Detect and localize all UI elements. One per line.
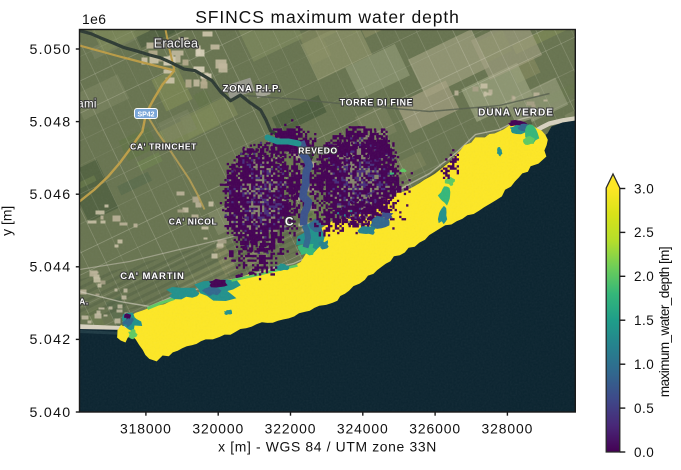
svg-text:CA' TRINCHET: CA' TRINCHET	[130, 142, 197, 152]
svg-text:5.048: 5.048	[29, 114, 71, 130]
svg-text:REVEDO: REVEDO	[298, 146, 338, 156]
svg-text:2.5: 2.5	[634, 225, 654, 240]
svg-text:0.0: 0.0	[634, 445, 654, 460]
svg-text:322000: 322000	[265, 421, 317, 437]
svg-text:5.044: 5.044	[29, 260, 71, 276]
svg-text:x [m] - WGS 84 / UTM zone 33N: x [m] - WGS 84 / UTM zone 33N	[218, 439, 437, 455]
svg-text:y [m]: y [m]	[0, 206, 15, 236]
svg-text:1.5: 1.5	[634, 313, 654, 328]
svg-text:324000: 324000	[337, 421, 389, 437]
svg-text:328000: 328000	[482, 421, 534, 437]
svg-text:CA' NICOL: CA' NICOL	[169, 217, 218, 227]
svg-text:C: C	[285, 215, 294, 229]
svg-text:CA' MARTIN: CA' MARTIN	[120, 271, 185, 282]
svg-text:ZONA P.I.P.: ZONA P.I.P.	[223, 84, 282, 95]
svg-text:1.0: 1.0	[634, 357, 654, 372]
svg-text:SFINCS maximum water depth: SFINCS maximum water depth	[195, 7, 460, 27]
svg-text:TORRE DI FINE: TORRE DI FINE	[340, 98, 413, 108]
svg-text:maximum_water_depth [m]: maximum_water_depth [m]	[657, 247, 672, 397]
svg-text:3.0: 3.0	[634, 181, 654, 196]
svg-text:5.042: 5.042	[29, 332, 71, 348]
svg-text:ami: ami	[77, 99, 96, 111]
svg-text:320000: 320000	[192, 421, 244, 437]
svg-text:SP42: SP42	[137, 112, 154, 119]
svg-text:5.046: 5.046	[29, 187, 71, 203]
svg-text:Eraclea: Eraclea	[154, 37, 198, 51]
svg-text:0.5: 0.5	[634, 401, 654, 416]
svg-text:A.: A.	[79, 297, 89, 307]
svg-text:326000: 326000	[409, 421, 461, 437]
svg-text:5.050: 5.050	[29, 42, 71, 58]
svg-text:2.0: 2.0	[634, 269, 654, 284]
svg-text:318000: 318000	[120, 421, 172, 437]
svg-text:DUNA VERDE: DUNA VERDE	[478, 108, 554, 119]
svg-text:5.040: 5.040	[29, 405, 71, 421]
svg-text:1e6: 1e6	[82, 11, 106, 27]
